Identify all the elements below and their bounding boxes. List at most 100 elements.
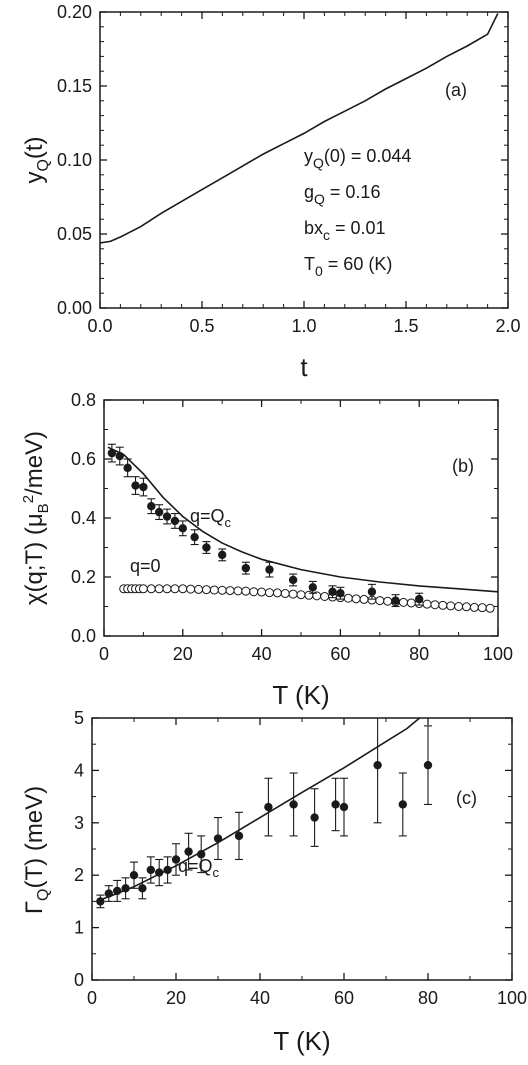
data-point-filled [184,847,193,856]
x-tick-label: 100 [483,644,513,664]
data-point-open [461,602,471,612]
data-point-filled [213,834,223,843]
data-point-filled [197,850,206,859]
data-point-filled [391,596,400,605]
data-point-filled [423,760,433,770]
data-point-open [438,600,448,610]
data-point-open [257,587,267,597]
parameter-label: yQ(0) = 0.044 [304,146,411,171]
data-point-open [194,584,204,594]
y-tick-label: 0.10 [57,150,92,170]
panel-c-annotation-qc: q=Qc [178,856,220,880]
panel-b-filled-points [107,443,424,608]
panel-c-x-axis-label: T (K) [273,1026,330,1056]
data-point-open [375,596,385,606]
data-point-filled [178,524,187,533]
data-point-open [296,590,306,600]
data-point-open [225,586,235,596]
panel-b-frame [103,399,499,637]
parameter-label: bxc = 0.01 [304,218,386,243]
data-point-filled [190,532,199,542]
data-point-open [343,593,353,603]
data-point-filled [113,886,122,896]
data-point-filled [147,502,156,511]
panel-b-annotation-qc: q=Qc [190,506,232,530]
data-point-open [320,591,330,601]
y-tick-label: 0.2 [71,567,96,587]
data-point-open [280,589,290,599]
x-tick-label: 40 [250,988,270,1008]
data-point-filled [139,482,148,492]
panel-c: 0 20 40 60 80 100 0 1 2 3 4 5 (c) q=Qc T (K) ΓQ(T) … [21,708,527,1056]
y-tick-label: 5 [74,708,84,728]
data-point-filled [96,897,105,906]
data-point-filled [202,543,211,552]
y-tick-label: 0.0 [71,626,96,646]
x-tick-label: 0.0 [87,316,112,336]
panel-a-parameters: yQ(0) = 0.044 gQ = 0.16 bxc = 0.01 T0 = 60 … [304,146,411,279]
data-point-filled [373,760,382,770]
x-tick-label: 20 [173,644,193,664]
y-tick-label: 0.20 [57,2,92,22]
data-point-filled [171,855,181,864]
panel-a-label: (a) [445,80,467,100]
x-tick-label: 0.5 [189,316,214,336]
data-point-filled [264,802,273,812]
data-point-open [422,599,432,609]
x-tick-label: 20 [166,988,186,1008]
data-point-open [430,600,440,610]
data-point-filled [398,800,407,809]
x-tick-label: 1.5 [393,316,418,336]
data-point-filled [146,865,155,875]
data-point-filled [115,451,124,461]
data-point-open [233,586,243,596]
x-tick-label: 100 [497,988,527,1008]
x-tick-label: 2.0 [495,316,520,336]
y-tick-label: 4 [74,760,84,780]
data-point-filled [170,516,180,526]
data-point-open [485,603,495,613]
panel-c-filled-points [96,718,433,909]
y-tick-label: 0.4 [71,508,96,528]
data-point-filled [288,575,298,585]
x-tick-label: 60 [330,644,350,664]
data-point-open [241,586,251,596]
panel-a-x-axis-label: t [300,352,308,382]
panel-c-frame [91,717,513,981]
data-point-filled [241,563,251,573]
data-point-open [209,585,219,595]
y-tick-label: 0.6 [71,449,96,469]
data-point-open [304,590,314,600]
data-point-open [154,584,164,594]
data-point-filled [289,800,298,809]
data-point-filled [308,583,318,592]
panel-b-annotation-q0: q=0 [130,556,161,576]
y-tick-label: 3 [74,813,84,833]
x-tick-label: 0 [99,644,109,664]
data-point-filled [107,448,117,458]
parameter-label: T0 = 60 (K) [304,254,392,279]
data-point-open [264,588,274,598]
panel-c-ticks: 0 20 40 60 80 100 0 1 2 3 4 5 [74,708,527,1008]
data-point-open [162,584,172,594]
data-point-open [201,585,211,595]
y-tick-label: 0.05 [57,224,92,244]
y-tick-label: 0.8 [71,390,96,410]
data-point-filled [336,589,345,598]
panel-b-x-axis-label: T (K) [272,680,329,710]
data-point-filled [234,831,244,841]
data-point-filled [155,868,164,877]
panel-b-y-axis-label: χ(q;T) (μB2/meV) [20,431,52,605]
panel-b: 0 20 40 60 80 100 0.0 0.2 0.4 0.6 0.8 (b) q=Qc q=0… [20,390,513,710]
panel-b-ticks: 0 20 40 60 80 100 0.0 0.2 0.4 0.6 0.8 [71,390,513,664]
panel-a-curve [99,13,499,244]
data-point-filled [162,512,172,521]
data-point-open [217,585,227,595]
x-tick-label: 1.0 [291,316,316,336]
x-tick-label: 60 [334,988,354,1008]
data-point-open [178,584,188,594]
data-point-open [138,584,148,594]
data-point-filled [131,481,140,490]
data-point-filled [129,871,139,880]
